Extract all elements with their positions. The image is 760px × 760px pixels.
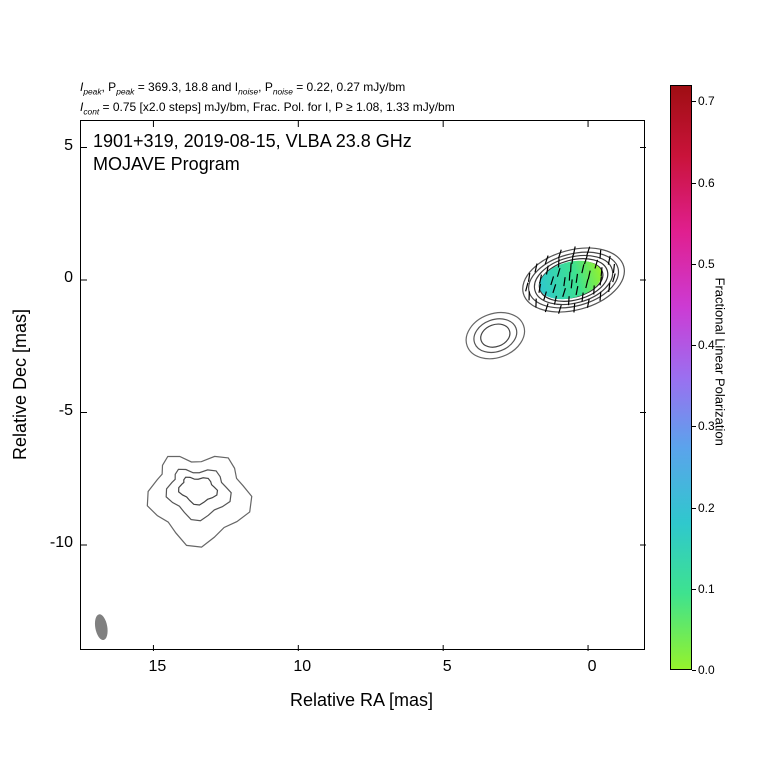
- colorbar-label: Fractional Linear Polarization: [713, 278, 728, 478]
- colorbar-tick-label: 0.2: [698, 501, 715, 515]
- y-tick-label: -10: [35, 534, 73, 552]
- y-tick-label: 5: [35, 137, 73, 155]
- inset-line-1: 1901+319, 2019-08-15, VLBA 23.8 GHz: [93, 131, 412, 152]
- header-line-1: Ipeak, Ppeak = 369.3, 18.8 and Inoise, P…: [80, 80, 405, 96]
- x-tick-label: 0: [577, 658, 607, 676]
- figure: Ipeak, Ppeak = 369.3, 18.8 and Inoise, P…: [0, 0, 760, 760]
- y-axis-label: Relative Dec [mas]: [10, 309, 31, 460]
- colorbar-tick-label: 0.5: [698, 257, 715, 271]
- inset-line-2: MOJAVE Program: [93, 154, 240, 175]
- colorbar-tick-label: 0.6: [698, 176, 715, 190]
- y-tick-label: -5: [35, 402, 73, 420]
- colorbar-tick-label: 0.7: [698, 94, 715, 108]
- plot-svg: [81, 121, 646, 651]
- x-axis-label: Relative RA [mas]: [290, 690, 433, 711]
- y-tick-label: 0: [35, 269, 73, 287]
- colorbar-tick-label: 0.0: [698, 663, 715, 677]
- colorbar-tick-label: 0.1: [698, 582, 715, 596]
- x-tick-label: 5: [432, 658, 462, 676]
- plot-area: 1901+319, 2019-08-15, VLBA 23.8 GHz MOJA…: [80, 120, 645, 650]
- colorbar: [670, 85, 692, 670]
- x-tick-label: 15: [142, 658, 172, 676]
- header-line-2: Icont = 0.75 [x2.0 steps] mJy/bm, Frac. …: [80, 100, 455, 116]
- x-tick-label: 10: [287, 658, 317, 676]
